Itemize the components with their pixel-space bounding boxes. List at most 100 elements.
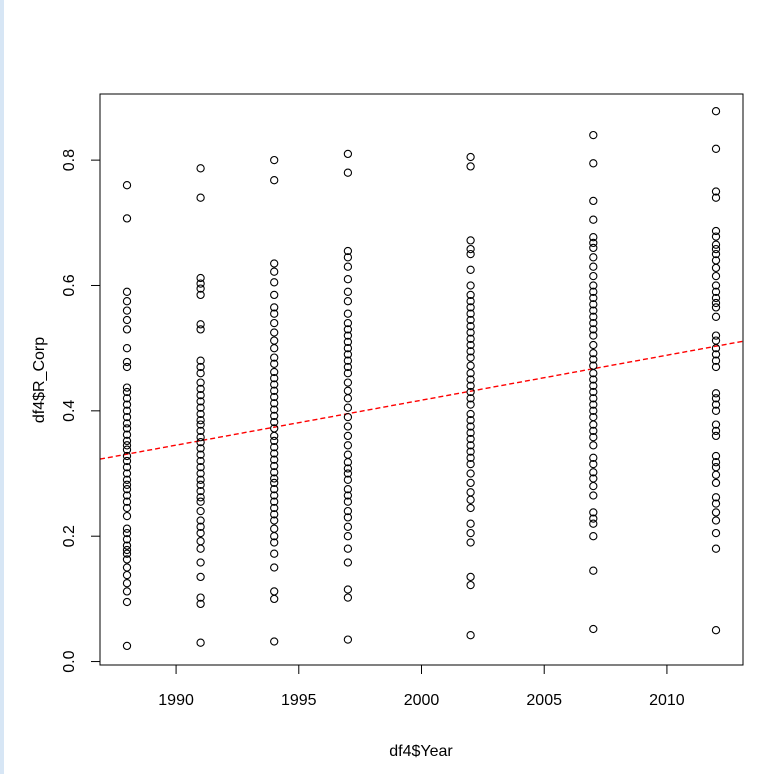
data-point (343, 275, 353, 284)
data-point (270, 367, 279, 377)
data-point (589, 287, 598, 296)
data-point (270, 524, 279, 533)
data-point (122, 287, 132, 296)
data-point (466, 400, 475, 409)
data-point (122, 297, 132, 306)
data-point (196, 433, 205, 442)
data-point (589, 196, 598, 206)
data-point (711, 240, 721, 249)
data-point (711, 303, 721, 312)
data-point (589, 566, 598, 575)
data-point (270, 461, 279, 471)
data-point (196, 273, 205, 283)
data-point (196, 284, 205, 293)
data-point (122, 570, 132, 580)
data-point (270, 336, 279, 345)
data-point (343, 485, 353, 494)
data-point (270, 436, 279, 446)
data-point (711, 406, 721, 415)
data-point (196, 522, 205, 531)
data-point (343, 513, 353, 522)
y-axis: 0.0 0.2 0.4 0.6 0.8 (61, 149, 101, 673)
data-point (466, 297, 475, 306)
data-point (196, 403, 205, 412)
x-tick-label: 2005 (526, 692, 562, 709)
data-point (466, 375, 475, 384)
data-point (466, 428, 475, 437)
data-point (270, 510, 279, 519)
data-point (196, 450, 205, 459)
data-point (196, 438, 205, 447)
data-point (711, 516, 721, 525)
data-point (466, 631, 475, 640)
data-point (196, 572, 205, 582)
data-point (589, 233, 598, 242)
data-point (589, 508, 598, 517)
data-point (343, 450, 353, 459)
data-point (589, 331, 598, 340)
data-point (196, 497, 205, 506)
data-point (122, 475, 132, 484)
data-point (343, 544, 353, 553)
data-point (711, 107, 721, 116)
data-point (196, 444, 205, 453)
data-point (343, 585, 353, 594)
data-point (466, 315, 475, 325)
data-point (343, 337, 353, 347)
data-point (122, 430, 132, 439)
data-point (466, 328, 475, 337)
data-point (711, 287, 721, 296)
data-point (466, 361, 475, 370)
data-point (270, 497, 279, 506)
data-point (122, 503, 132, 513)
data-point (122, 344, 132, 353)
data-point (122, 480, 132, 489)
data-point (196, 397, 205, 406)
data-point (589, 340, 598, 350)
data-point (122, 424, 132, 433)
data-point (196, 426, 205, 436)
data-point (122, 451, 132, 461)
data-point (122, 383, 132, 392)
data-point (343, 168, 353, 177)
data-point (196, 193, 205, 202)
data-point (122, 181, 132, 190)
data-point (711, 298, 721, 308)
data-point (711, 458, 721, 467)
data-point (589, 159, 598, 168)
data-point (589, 400, 598, 409)
data-point (270, 344, 279, 353)
data-point (343, 262, 353, 271)
data-point (589, 381, 598, 390)
data-point (711, 187, 721, 196)
data-point (122, 491, 132, 500)
data-point (711, 400, 721, 409)
data-point (466, 387, 475, 397)
data-point (711, 508, 721, 517)
points-layer (122, 107, 721, 651)
data-point (270, 478, 279, 488)
data-point (589, 271, 598, 281)
data-point (270, 359, 279, 368)
y-tick-label: 0.2 (61, 525, 78, 547)
data-point (711, 356, 721, 365)
data-point (270, 455, 279, 464)
data-point (589, 426, 598, 436)
data-point (122, 597, 132, 607)
data-point (122, 563, 132, 572)
data-point (196, 475, 205, 484)
data-point (343, 378, 353, 387)
data-point (343, 412, 353, 422)
x-tick-label: 1990 (158, 692, 194, 709)
data-point (343, 497, 353, 506)
data-point (196, 369, 205, 378)
data-point (270, 587, 279, 596)
data-point (711, 293, 721, 303)
data-point (589, 253, 598, 262)
y-tick-label: 0.4 (61, 400, 78, 422)
data-point (589, 215, 598, 224)
data-point (589, 318, 598, 328)
data-point (711, 263, 721, 273)
data-point (589, 281, 598, 290)
data-point (589, 406, 598, 415)
